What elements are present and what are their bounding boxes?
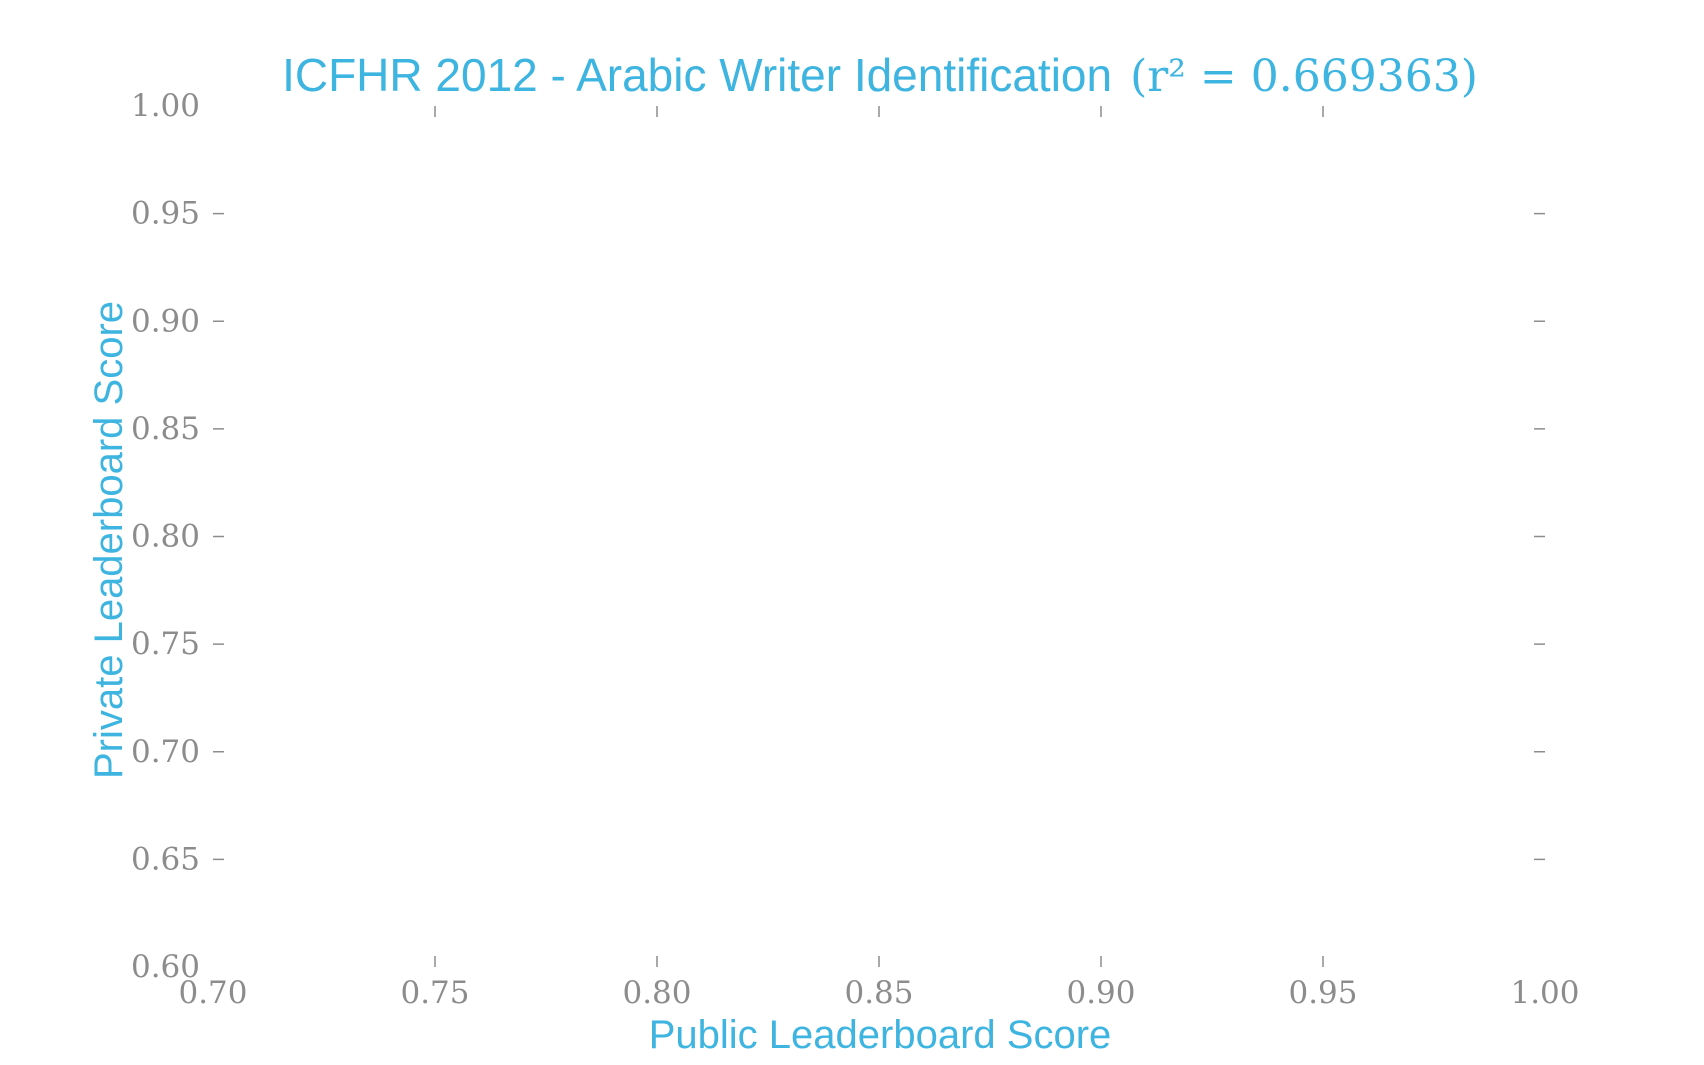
x-axis: 0.70 0.75 0.80 0.85 0.90 0.95 1.00 — [178, 106, 1580, 1011]
y-tick-label-4: 0.80 — [131, 519, 200, 555]
x-tick-label-1: 0.75 — [400, 975, 469, 1011]
x-tick-label-4: 0.90 — [1066, 975, 1135, 1011]
x-tick-label-2: 0.80 — [622, 975, 691, 1011]
x-axis-label: Public Leaderboard Score — [649, 1013, 1112, 1057]
y-tick-label-3: 0.75 — [131, 626, 200, 662]
chart-title-r2: (r² = 0.669363) — [1130, 51, 1478, 102]
y-tick-label-0: 0.60 — [131, 949, 200, 985]
y-tick-label-7: 0.95 — [131, 196, 200, 232]
y-axis-label: Private Leaderboard Score — [87, 301, 131, 779]
y-tick-label-5: 0.85 — [131, 411, 200, 447]
y-tick-label-6: 0.90 — [131, 303, 200, 339]
x-tick-label-0: 0.70 — [178, 975, 247, 1011]
chart-title: ICFHR 2012 - Arabic Writer Identificatio… — [282, 49, 1478, 102]
x-tick-label-5: 0.95 — [1288, 975, 1357, 1011]
x-tick-label-3: 0.85 — [844, 975, 913, 1011]
y-tick-label-2: 0.70 — [131, 734, 200, 770]
chart-title-text: ICFHR 2012 - Arabic Writer Identificatio… — [282, 49, 1112, 101]
y-tick-label-1: 0.65 — [131, 841, 200, 877]
x-tick-label-6: 1.00 — [1510, 975, 1579, 1011]
y-axis: 0.60 0.65 0.70 0.75 0.80 0.85 0.90 0.95 1.00 — [131, 88, 1545, 985]
y-tick-label-8: 1.00 — [131, 88, 200, 124]
